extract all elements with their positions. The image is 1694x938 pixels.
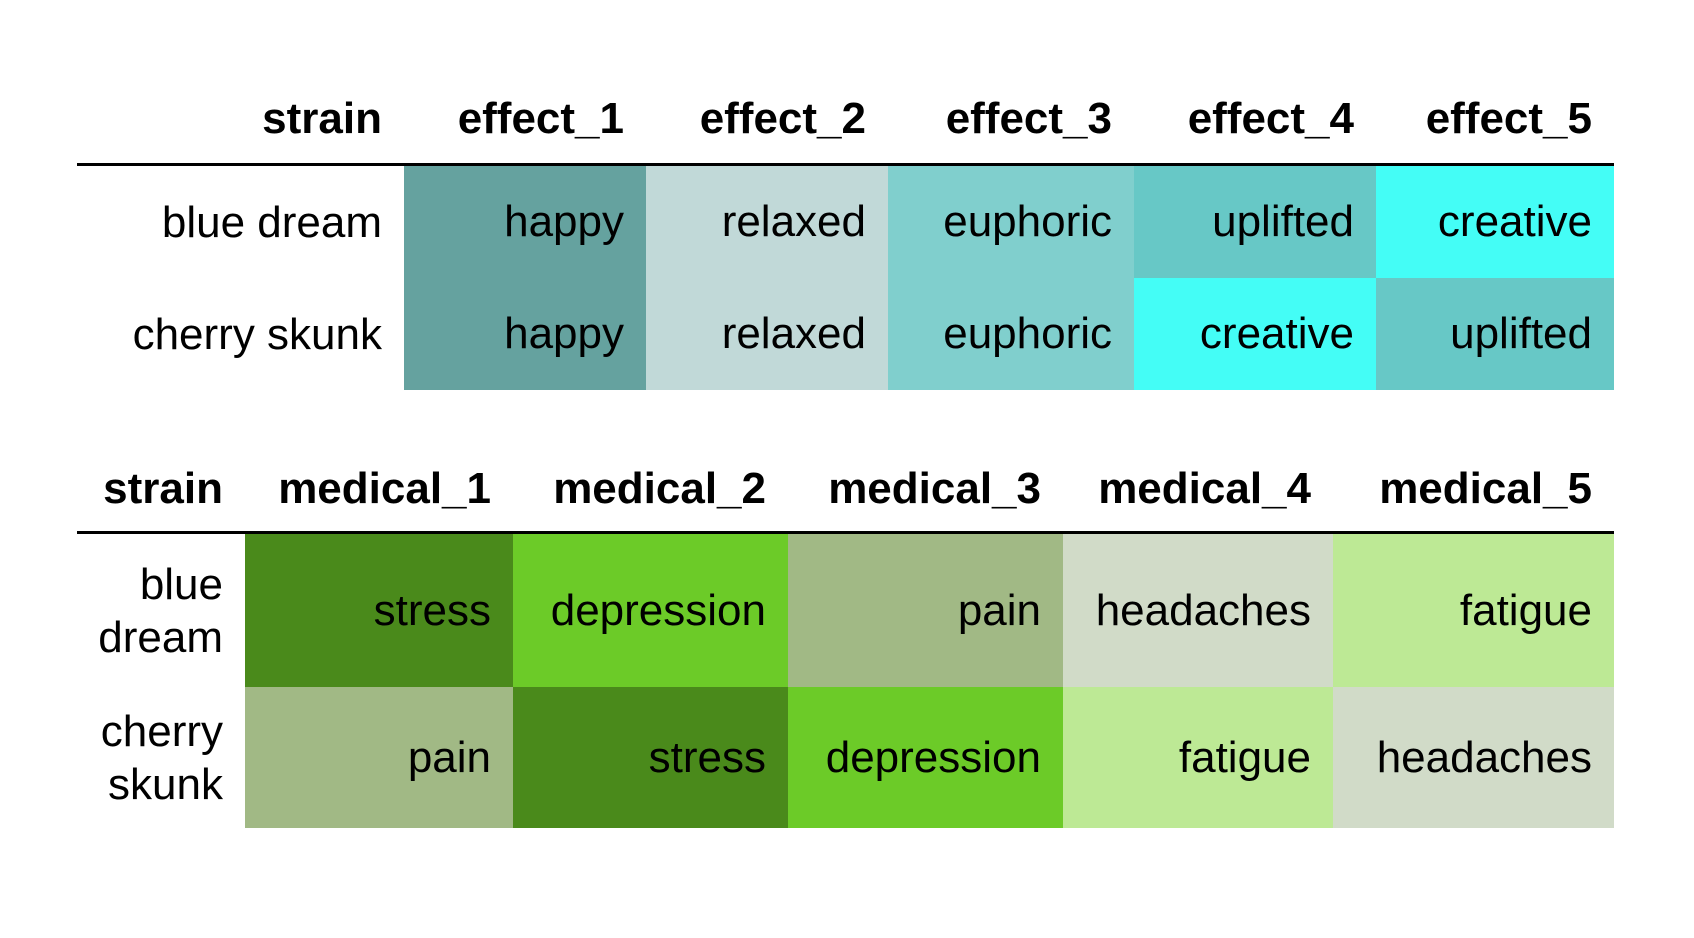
medical-table: strain medical_1 medical_2 medical_3 med…	[77, 447, 1614, 828]
table-cell: stress	[513, 687, 788, 828]
table-cell: stress	[245, 532, 513, 687]
medical-col-header-strain: strain	[77, 447, 245, 534]
row-header-strain: cherry skunk	[132, 309, 382, 359]
table-cell: euphoric	[888, 164, 1134, 278]
table-cell: fatigue	[1063, 687, 1333, 828]
medical-col-header-medical-3: medical_3	[788, 447, 1063, 534]
medical-col-header-medical-5: medical_5	[1333, 447, 1614, 534]
medical-col-header-medical-1: medical_1	[245, 447, 513, 534]
row-header-strain: blue dream	[98, 559, 223, 662]
table-cell: fatigue	[1333, 532, 1614, 687]
medical-header-row: strain medical_1 medical_2 medical_3 med…	[77, 447, 1614, 534]
effects-header-row: strain effect_1 effect_2 effect_3 effect…	[77, 74, 1614, 166]
row-header-strain: cherry skunk	[100, 706, 223, 809]
table-cell: relaxed	[646, 164, 888, 278]
effects-col-header-strain: strain	[77, 74, 404, 166]
table-cell: headaches	[1333, 687, 1614, 828]
effects-col-header-effect-2: effect_2	[646, 74, 888, 166]
table-cell: uplifted	[1134, 164, 1376, 278]
table-cell: creative	[1376, 164, 1614, 278]
row-header-strain: blue dream	[161, 197, 382, 247]
table-cell: creative	[1134, 278, 1376, 390]
table-cell: uplifted	[1376, 278, 1614, 390]
effects-table: strain effect_1 effect_2 effect_3 effect…	[77, 74, 1614, 390]
effects-col-header-effect-1: effect_1	[404, 74, 646, 166]
effects-col-header-effect-4: effect_4	[1134, 74, 1376, 166]
table-cell: happy	[404, 278, 646, 390]
table-cell: pain	[245, 687, 513, 828]
table-cell: pain	[788, 532, 1063, 687]
table-cell: relaxed	[646, 278, 888, 390]
medical-col-header-medical-4: medical_4	[1063, 447, 1333, 534]
table-cell: euphoric	[888, 278, 1134, 390]
table-row: cherry skunk pain stress depression fati…	[77, 687, 1614, 828]
medical-col-header-medical-2: medical_2	[513, 447, 788, 534]
table-row: blue dream stress depression pain headac…	[77, 532, 1614, 687]
table-cell: happy	[404, 164, 646, 278]
effects-col-header-effect-3: effect_3	[888, 74, 1134, 166]
table-cell: headaches	[1063, 532, 1333, 687]
table-row: cherry skunk happy relaxed euphoric crea…	[77, 278, 1614, 390]
effects-col-header-effect-5: effect_5	[1376, 74, 1614, 166]
table-cell: depression	[513, 532, 788, 687]
table-cell: depression	[788, 687, 1063, 828]
table-row: blue dream happy relaxed euphoric uplift…	[77, 164, 1614, 278]
